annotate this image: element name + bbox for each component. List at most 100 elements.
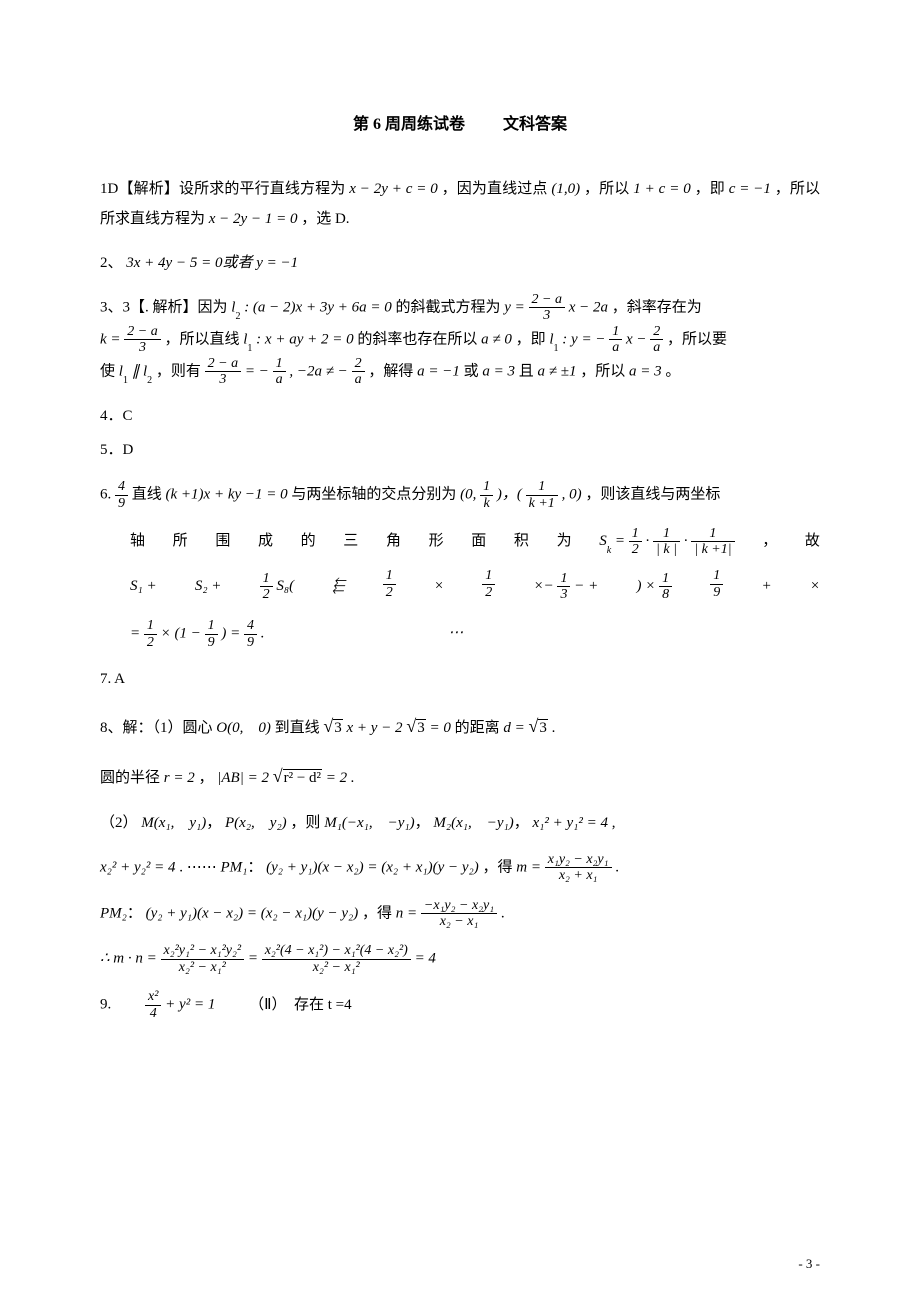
q3-l1y-mid: x − xyxy=(626,331,650,347)
q8-part2-line2: x₂² + y₂² = 4 . ⋯⋯ PM₁： (y₂ + y₁)(x − x₂… xyxy=(100,852,820,884)
q8-M: M(x₁, y₁) xyxy=(141,815,206,831)
q1: 1D【解析】设所求的平行直线方程为 x − 2y + c = 0 ，因为直线过点… xyxy=(100,174,820,234)
q6-pt1-close: )，( xyxy=(497,487,522,503)
q3-aneq: a ≠ 0 xyxy=(481,331,512,347)
q3-mid3: ，所以直线 xyxy=(164,331,239,347)
q3-l1y-frac2: 2 a xyxy=(650,324,663,356)
q9-label: 9. xyxy=(100,997,111,1013)
q8-part2-line1: （2） M(x₁, y₁)， P(x₂, y₂) ，则 M₁(−x₁, −y₁)… xyxy=(100,808,820,838)
q8-therefore: ∴ xyxy=(100,951,110,967)
q8-P: P(x₂, y₂) xyxy=(225,815,287,831)
q1-eq4: x − 2y − 1 = 0 xyxy=(209,211,298,227)
q8-eq2: = 2 . xyxy=(326,770,355,786)
q1-eq1: x − 2y + c = 0 xyxy=(349,181,438,197)
q6-line-eq: (k +1)x + ky −1 = 0 xyxy=(166,487,288,503)
q6-label: 6. xyxy=(100,487,111,503)
q3-or: 或 xyxy=(464,363,483,379)
q8-part2-label: （2） xyxy=(100,815,138,831)
q1-suffix: ，选 D. xyxy=(301,211,349,227)
q6-ans-frac: 4 9 xyxy=(115,479,128,511)
q8-dots: . ⋯⋯ xyxy=(179,859,217,875)
q8-comma: ， xyxy=(198,770,213,786)
q3-l2eq: : (a − 2)x + 3y + 6a = 0 xyxy=(244,299,392,315)
q1-eq3: c = −1 xyxy=(729,181,771,197)
q2-label: 2、 xyxy=(100,255,123,271)
q1-pt: (1,0) xyxy=(551,181,580,197)
title-part2: 文科答案 xyxy=(503,116,567,133)
q8-get2: ，得 xyxy=(362,905,392,921)
q6-pt1-open: (0, xyxy=(460,487,480,503)
q3-mid2: ，斜率存在为 xyxy=(612,299,702,315)
q8-part2-line4: ∴ m · n = x₂²y₁² − x₁²y₂² x₂² − x₁² = x₂… xyxy=(100,943,820,975)
q8-mn: m · n = xyxy=(113,951,156,967)
q3-mid8: ，解得 xyxy=(368,363,413,379)
q1-mid1: ，因为直线过点 xyxy=(442,181,548,197)
q8-label: 8、解：（1）圆心 xyxy=(100,720,213,736)
q3-l1y-pre: : y = − xyxy=(562,331,605,347)
q8-mn-frac2: x₂²(4 − x₁²) − x₁²(4 − x₂²) x₂² − x₁² xyxy=(262,943,411,975)
q8-circ1: x₁² + y₁² = 4 xyxy=(533,815,608,831)
q8-circ2: x₂² + y₂² = 4 xyxy=(100,859,175,875)
q3-l1eq: : x + ay + 2 = 0 xyxy=(256,331,353,347)
q7: 7. A xyxy=(100,664,820,694)
q8-line2-start: 圆的半径 xyxy=(100,770,160,786)
q8-M2: M₂(x₁, −y₁) xyxy=(433,815,513,831)
q8-line1: 8、解：（1）圆心 O(0, 0) 到直线 √3 x + y − 2 √3 = … xyxy=(100,708,820,744)
q8-PM1: PM₁ xyxy=(220,859,247,875)
q3-k-pre: k = xyxy=(100,331,124,347)
q3-sol3: a ≠ ±1 xyxy=(537,363,576,379)
q8-pm1-eq: (y₂ + y₁)(x − x₂) = (x₂ + x₁)(y − y₂) xyxy=(266,859,479,875)
q6-eqline: S₁ + S₂ + 12 S₈( ⬱ 12 × 12 ×− 13 − + ) ×… xyxy=(100,568,820,604)
q3-period: 。 xyxy=(665,363,680,379)
q3-final: a = 3 xyxy=(629,363,662,379)
q8-mid1: 到直线 xyxy=(275,720,320,736)
q6-line1: 6. 4 9 直线 (k +1)x + ky −1 = 0 与两坐标轴的交点分别… xyxy=(100,479,820,511)
q6-sk: Sk = 12 · 1| k | · 1| k +1| xyxy=(599,525,734,558)
q8-sqrt3b: √3 xyxy=(406,720,425,736)
q3-yeq-frac: 2 − a 3 xyxy=(529,292,565,324)
q4: 4．C xyxy=(100,401,820,431)
q3-and: 且 xyxy=(519,363,538,379)
q6-pt1-frac: 1 k xyxy=(480,479,493,511)
q3-label: 3、3【. 解析】因为 xyxy=(100,299,228,315)
q3-l1sub: 1 xyxy=(247,343,252,354)
q3-mid4: 的斜率也存在所以 xyxy=(357,331,477,347)
q9-rest: + y² = 1 xyxy=(165,997,215,1013)
q8-sqrt3c: √3 xyxy=(528,720,547,736)
q8-part2-line3: PM₂： (y₂ + y₁)(x − x₂) = (x₂ − x₁)(y − y… xyxy=(100,898,820,930)
q8-period: . xyxy=(552,720,556,736)
q3-l1bsub: 1 xyxy=(554,343,559,354)
q8-m-pre: m = xyxy=(516,859,544,875)
q8-pm2-eq: (y₂ + y₁)(x − x₂) = (x₂ − x₁)(y − y₂) xyxy=(146,905,359,921)
q8-r: r = 2 xyxy=(164,770,195,786)
q3-l1y-frac1: 1 a xyxy=(609,324,622,356)
q3-sol2: a = 3 xyxy=(482,363,515,379)
q8-n-frac: −x₁y₂ − x₂y₁ x₂ − x₁ xyxy=(421,898,497,930)
q3-mid1: 的斜截式方程为 xyxy=(395,299,500,315)
q2-eq: 3x + 4y − 5 = 0或者 y = −1 xyxy=(126,255,298,271)
q3: 3、3【. 解析】因为 l2 : (a − 2)x + 3y + 6a = 0 … xyxy=(100,292,820,387)
q1-label: 1D【解析】设所求的平行直线方程为 xyxy=(100,181,345,197)
q3-line3-start: 使 xyxy=(100,363,115,379)
q6-mid2: ，则该直线与两坐标 xyxy=(585,487,720,503)
q8-eq: = 2 xyxy=(248,770,269,786)
q6-spread: 轴 所 围 成 的 三 角 形 面 积 为 Sk = 12 · 1| k | ·… xyxy=(100,525,820,558)
q9-part2: （Ⅱ） 存在 t =4 xyxy=(249,997,352,1013)
q3-sol1: a = −1 xyxy=(417,363,460,379)
q3-yeq-suffix: x − 2a xyxy=(569,299,608,315)
q8-M1: M₁(−x₁, −y₁) xyxy=(324,815,414,831)
q1-mid3: ，即 xyxy=(695,181,725,197)
q3-mid6: ，所以要 xyxy=(667,331,727,347)
q3-mid7: ，则有 xyxy=(156,363,201,379)
q3-cond2-left: −2a ≠ − xyxy=(297,363,348,379)
q3-cond1-right: 1 a xyxy=(273,356,286,388)
q3-cond-sep: , xyxy=(289,363,297,379)
q6-pt2-close: , 0) xyxy=(562,487,582,503)
q6-pt2-frac: 1 k +1 xyxy=(526,479,558,511)
q3-l2sub: 2 xyxy=(235,311,240,322)
q8-ab: |AB| xyxy=(217,770,244,786)
q3-parallel: ∥ xyxy=(132,363,143,379)
q3-l1csub: 1 xyxy=(123,375,128,386)
q5: 5．D xyxy=(100,435,820,465)
q3-cond2-right: 2 a xyxy=(352,356,365,388)
